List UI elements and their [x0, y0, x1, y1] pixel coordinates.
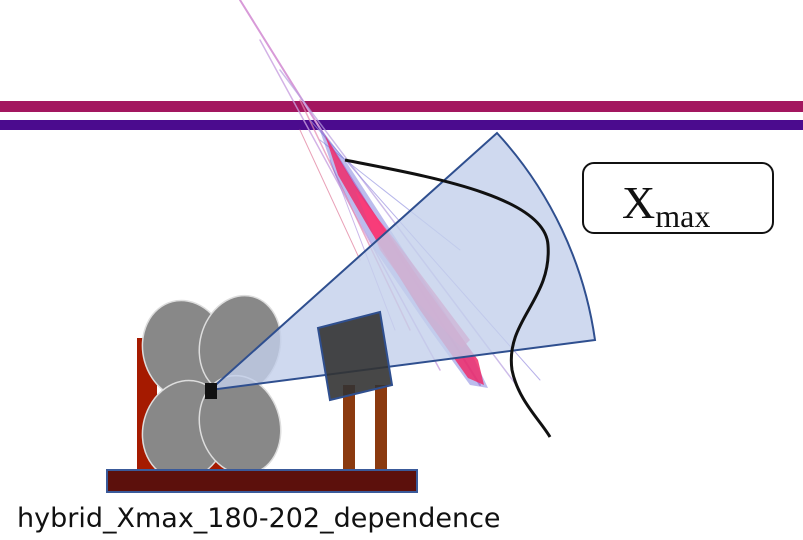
magenta-band [0, 101, 803, 112]
ground-base [107, 470, 417, 492]
xmax-subscript: max [655, 198, 710, 234]
purple-band [0, 120, 803, 130]
detector [318, 312, 392, 478]
caption: hybrid_Xmax_180-202_dependence [17, 503, 501, 534]
diagram: Xmax hybrid_Xmax_180-202_dependence [0, 0, 803, 540]
xmax-base: X [622, 177, 655, 228]
page: Xmax hybrid_Xmax_180-202_dependence (() … [0, 0, 803, 540]
camera [205, 383, 217, 399]
